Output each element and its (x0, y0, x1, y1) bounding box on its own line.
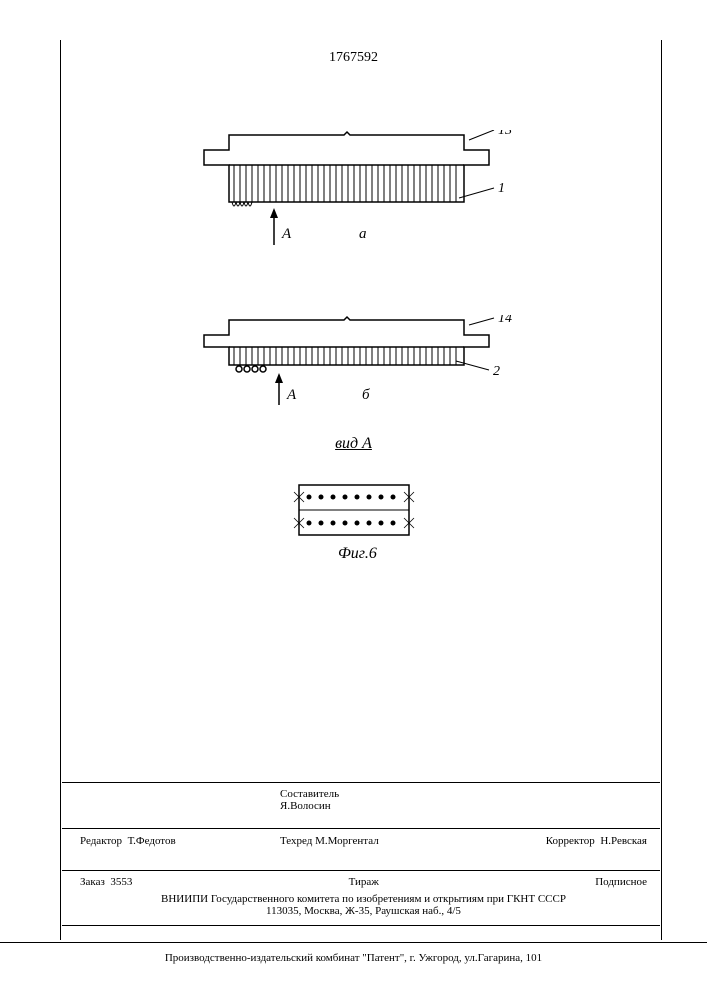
tehred-label: Техред (280, 835, 312, 847)
patent-number: 1767592 (329, 50, 378, 66)
divider (62, 870, 660, 871)
credits-row3: Заказ 3553 Тираж Подписное (80, 876, 647, 888)
korrektor-name: Н.Ревская (600, 835, 647, 847)
sostavitel-name: Я.Волосин (280, 800, 331, 812)
sublabel-a: а (359, 226, 367, 242)
divider (62, 782, 660, 783)
callout-2: 2 (493, 364, 500, 379)
vniipi-text: ВНИИПИ Государственного комитета по изоб… (80, 893, 647, 905)
tirazh: Тираж (349, 876, 379, 888)
callout-14: 14 (498, 315, 512, 326)
tehred-name: М.Моргентал (315, 835, 379, 847)
page-border-right (661, 40, 662, 940)
divider (0, 942, 707, 943)
arrow-a-label: А (281, 226, 292, 242)
footer: Производственно-издательский комбинат "П… (0, 952, 707, 964)
podpisnoe: Подписное (595, 876, 647, 888)
vniipi-block: ВНИИПИ Государственного комитета по изоб… (80, 893, 647, 917)
editor-label: Редактор (80, 835, 122, 847)
sostavitel-label: Составитель (280, 788, 339, 800)
figure-a: 13 1 А а (184, 130, 524, 225)
divider (62, 925, 660, 926)
callout-13: 13 (498, 130, 512, 138)
sublabel-b: б (362, 387, 370, 403)
figure-b: 14 2 А б (184, 315, 524, 385)
divider (62, 828, 660, 829)
arrow-a-label-b: А (286, 387, 297, 403)
fig6-label: Фиг.6 (338, 545, 377, 563)
korrektor-label: Корректор (546, 835, 595, 847)
figure-c (289, 480, 419, 540)
zakaz-num: 3553 (110, 876, 132, 888)
zakaz-label: Заказ (80, 876, 105, 888)
vniipi-address: 113035, Москва, Ж-35, Раушская наб., 4/5 (80, 905, 647, 917)
credits-row2: Редактор Т.Федотов Техред М.Моргентал Ко… (80, 835, 647, 847)
page-border-left (60, 40, 61, 940)
callout-1: 1 (498, 181, 505, 196)
vid-a-label: вид А (335, 435, 372, 453)
editor-name: Т.Федотов (128, 835, 176, 847)
